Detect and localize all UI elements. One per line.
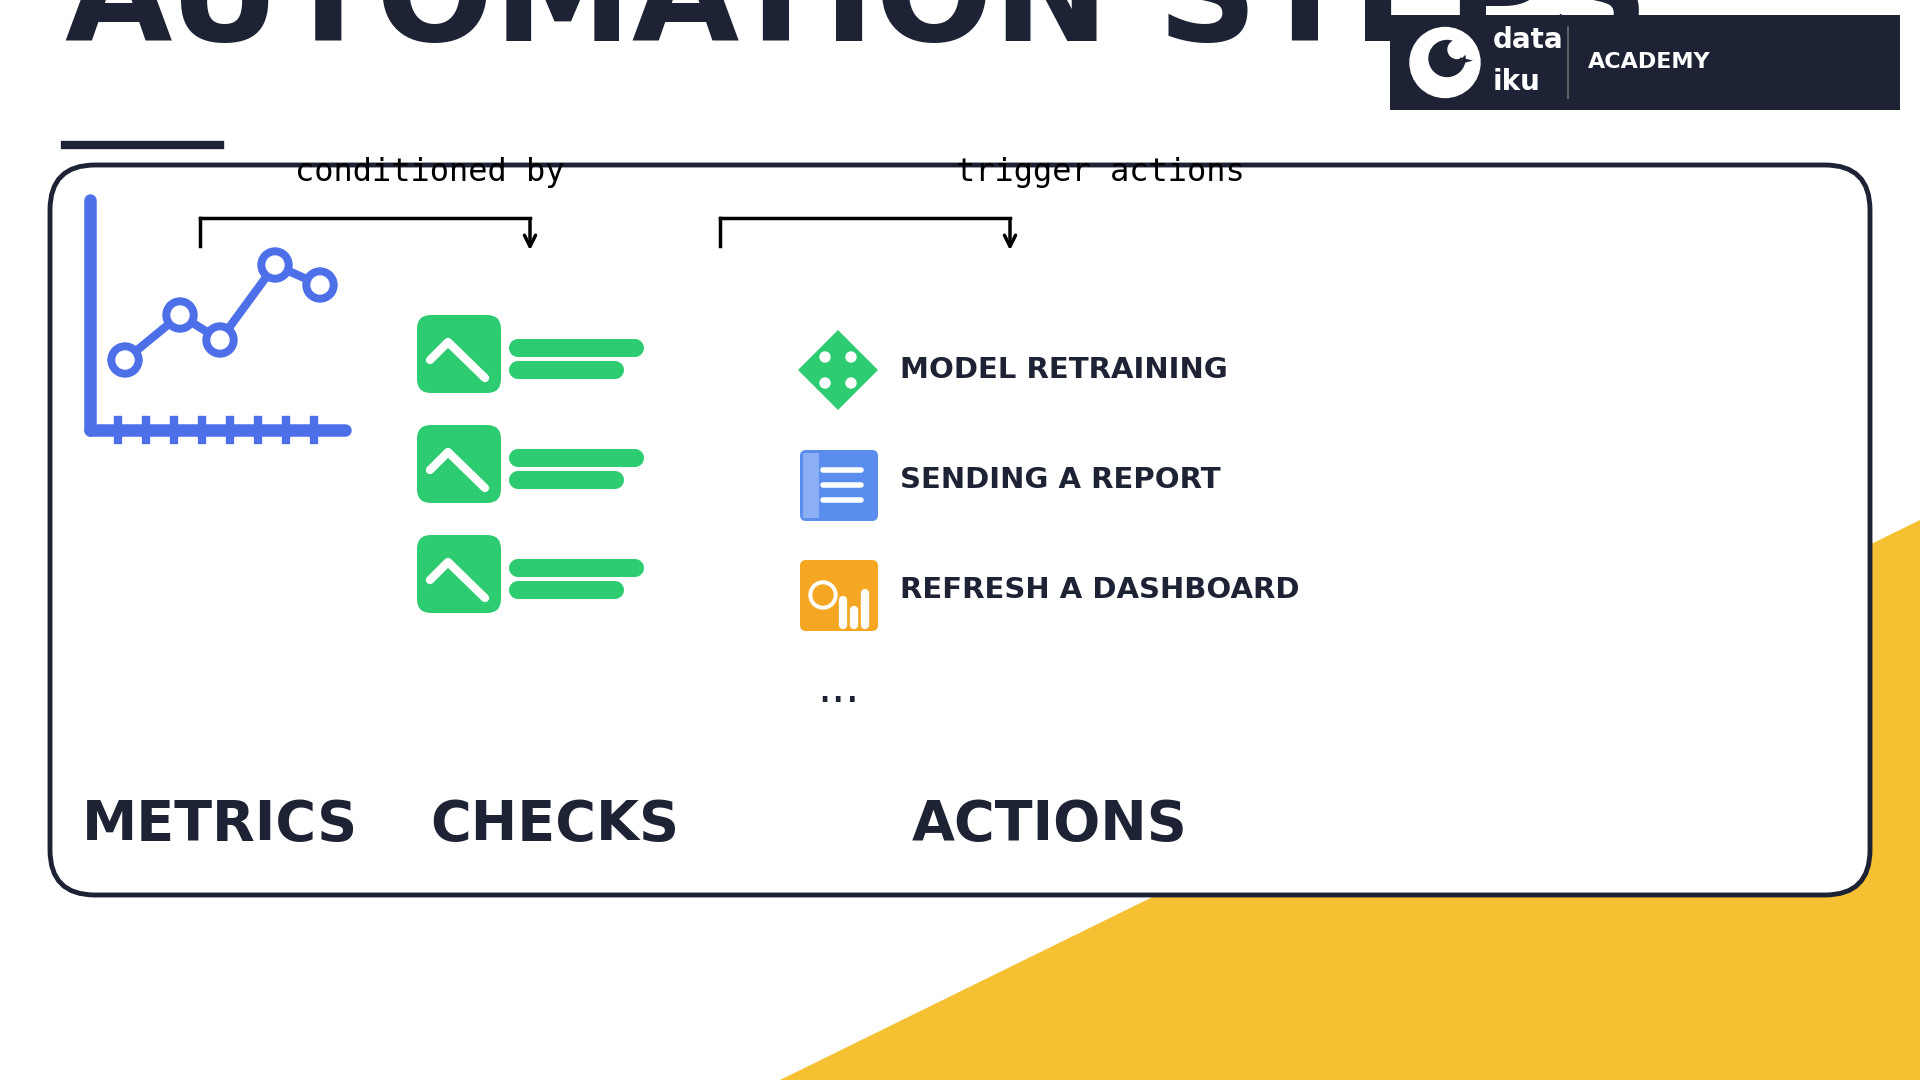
Text: data: data bbox=[1494, 27, 1563, 54]
Circle shape bbox=[808, 581, 837, 609]
Text: ACADEMY: ACADEMY bbox=[1588, 53, 1711, 72]
Text: trigger actions: trigger actions bbox=[956, 157, 1244, 188]
Text: AUTOMATION STEPS: AUTOMATION STEPS bbox=[65, 0, 1649, 70]
Polygon shape bbox=[1459, 57, 1473, 65]
Circle shape bbox=[820, 378, 829, 388]
Text: MODEL RETRAINING: MODEL RETRAINING bbox=[900, 356, 1227, 384]
FancyBboxPatch shape bbox=[417, 535, 501, 613]
FancyBboxPatch shape bbox=[801, 450, 877, 521]
FancyBboxPatch shape bbox=[801, 561, 877, 631]
Circle shape bbox=[303, 268, 338, 302]
Circle shape bbox=[812, 585, 833, 605]
Text: ACTIONS: ACTIONS bbox=[912, 798, 1188, 852]
FancyBboxPatch shape bbox=[417, 315, 501, 393]
FancyBboxPatch shape bbox=[417, 426, 501, 503]
Circle shape bbox=[163, 298, 198, 332]
Circle shape bbox=[267, 256, 284, 274]
Circle shape bbox=[311, 276, 328, 294]
Polygon shape bbox=[799, 330, 877, 410]
Text: METRICS: METRICS bbox=[83, 798, 357, 852]
Circle shape bbox=[847, 352, 856, 362]
Text: conditioned by: conditioned by bbox=[296, 157, 564, 188]
Circle shape bbox=[820, 352, 829, 362]
Circle shape bbox=[171, 306, 188, 324]
Text: iku: iku bbox=[1494, 67, 1542, 95]
Circle shape bbox=[1409, 27, 1480, 97]
Circle shape bbox=[1428, 40, 1465, 77]
Circle shape bbox=[847, 378, 856, 388]
FancyBboxPatch shape bbox=[1390, 15, 1901, 110]
Polygon shape bbox=[780, 519, 1920, 1080]
Circle shape bbox=[204, 323, 236, 357]
Circle shape bbox=[211, 330, 228, 349]
Circle shape bbox=[1448, 40, 1467, 58]
Text: CHECKS: CHECKS bbox=[430, 798, 680, 852]
Circle shape bbox=[257, 248, 292, 282]
Text: SENDING A REPORT: SENDING A REPORT bbox=[900, 465, 1221, 494]
FancyBboxPatch shape bbox=[803, 453, 820, 518]
Text: ...: ... bbox=[816, 669, 858, 712]
Circle shape bbox=[115, 351, 134, 369]
Text: REFRESH A DASHBOARD: REFRESH A DASHBOARD bbox=[900, 576, 1300, 604]
Circle shape bbox=[108, 343, 142, 377]
FancyBboxPatch shape bbox=[50, 165, 1870, 895]
